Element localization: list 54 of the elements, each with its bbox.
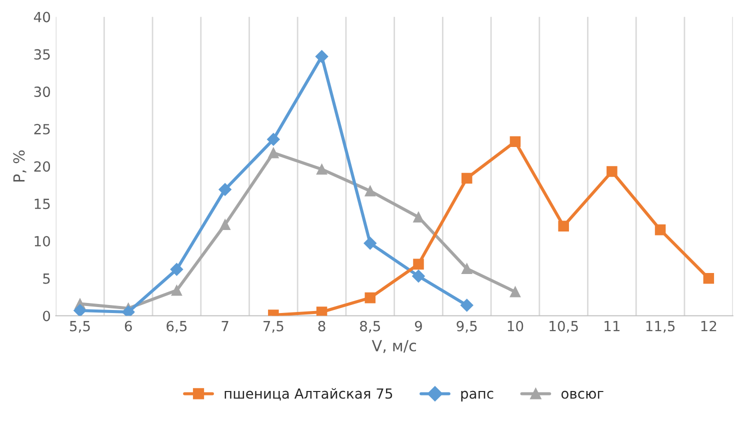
- y-tick-label: 25: [34, 124, 50, 134]
- x-tick-label: 8: [318, 320, 326, 332]
- point: [461, 172, 472, 184]
- legend-label: рапс: [461, 390, 494, 402]
- x-tick-label: 6,5: [166, 320, 187, 333]
- point: [316, 164, 328, 175]
- point: [510, 286, 521, 298]
- y-tick-label: 40: [34, 12, 50, 22]
- point: [74, 304, 86, 316]
- x-tick-label: 10,5: [550, 320, 578, 333]
- y-tick-label: 10: [34, 236, 50, 246]
- point: [316, 306, 328, 316]
- x-tick-label: 6: [124, 320, 132, 332]
- point: [315, 50, 328, 63]
- point: [461, 263, 472, 274]
- point: [364, 186, 376, 196]
- x-tick-label: 9,5: [456, 320, 477, 333]
- x-tick-label: 8,5: [360, 320, 380, 333]
- point: [364, 236, 377, 250]
- point: [558, 220, 569, 232]
- x-axis-title: V, м/с: [372, 340, 416, 353]
- point: [412, 270, 425, 283]
- x-tick-label: 7,5: [264, 321, 284, 333]
- point: [218, 183, 232, 196]
- y-axis-title: P, %: [13, 150, 26, 182]
- point: [510, 136, 521, 148]
- x-tick-label: 11,5: [646, 321, 675, 333]
- point: [268, 147, 279, 158]
- point: [220, 219, 230, 230]
- point: [654, 224, 666, 236]
- point: [171, 284, 182, 296]
- point: [413, 258, 424, 270]
- y-tick-label: 30: [34, 86, 50, 98]
- point: [122, 306, 135, 316]
- point: [170, 263, 184, 276]
- x-tick-label: 7: [222, 321, 228, 332]
- point: [460, 298, 474, 312]
- legend-label: пшеница Алтайская 75: [224, 388, 392, 401]
- y-tick-label: 5: [43, 274, 50, 284]
- x-tick-label: 9: [414, 320, 422, 332]
- x-tick-label: 11: [604, 321, 620, 332]
- y-tick-label: 15: [34, 198, 50, 210]
- y-tick-label: 0: [43, 310, 50, 322]
- x-tick-label: 10: [508, 320, 524, 332]
- point: [703, 273, 714, 284]
- point: [606, 166, 618, 177]
- y-tick-label: 35: [34, 49, 50, 60]
- legend-label: овсюг: [561, 390, 604, 399]
- point: [364, 292, 376, 304]
- point: [413, 212, 424, 222]
- x-tick-label: 12: [701, 320, 716, 332]
- point: [267, 132, 280, 146]
- x-tick-label: 5,5: [70, 321, 90, 333]
- y-tick-label: 20: [34, 161, 50, 172]
